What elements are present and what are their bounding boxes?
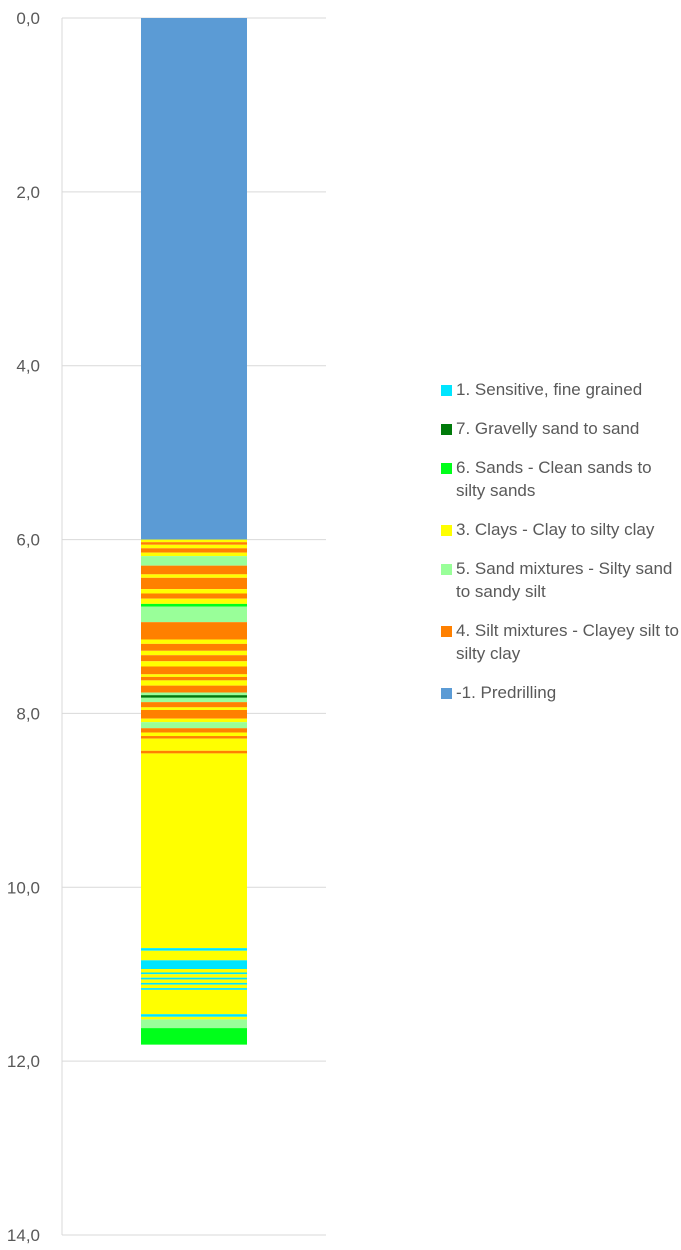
soil-layer-segment: [141, 709, 247, 719]
soil-layer-segment: [141, 565, 247, 575]
soil-layer-segment: [141, 643, 247, 651]
legend-item: 5. Sand mixtures - Silty sand to sandy s…: [441, 557, 681, 603]
legend-swatch: [441, 626, 452, 637]
y-axis-tick-labels: 0,0 2,0 4,0 6,0 8,0 10,0 12,0 14,0: [7, 9, 40, 1245]
soil-layer-segment: [141, 680, 247, 686]
soil-layer-segment: [141, 542, 247, 545]
legend-label: 4. Silt mixtures - Clayey silt to silty …: [456, 621, 679, 663]
soil-layer-segment: [141, 674, 247, 677]
soil-layer-segment: [141, 695, 247, 698]
soil-layer-segment: [141, 702, 247, 708]
soil-layer-column: [141, 18, 247, 1045]
soil-layer-segment: [141, 977, 247, 980]
legend-item: -1. Predrilling: [441, 681, 681, 704]
soil-layer-segment: [141, 622, 247, 640]
legend-swatch: [441, 385, 452, 396]
soil-layer-segment: [141, 972, 247, 975]
soil-layer-segment: [141, 593, 247, 599]
soil-layer-segment: [141, 676, 247, 681]
legend-item: 7. Gravelly sand to sand: [441, 417, 681, 440]
y-tick-label: 14,0: [7, 1226, 40, 1245]
soil-layer-segment: [141, 692, 247, 696]
soil-layer-segment: [141, 603, 247, 607]
y-tick-label: 2,0: [16, 183, 40, 202]
y-tick-label: 4,0: [16, 357, 40, 376]
soil-layer-segment: [141, 950, 247, 961]
soil-layer-segment: [141, 661, 247, 667]
soil-layer-segment: [141, 982, 247, 985]
soil-layer-segment: [141, 556, 247, 566]
soil-layer-segment: [141, 655, 247, 662]
legend-swatch: [441, 688, 452, 699]
soil-layer-segment: [141, 548, 247, 553]
legend-swatch: [441, 424, 452, 435]
soil-layer-segment: [141, 1019, 247, 1029]
y-tick-label: 6,0: [16, 531, 40, 550]
soil-layer-segment: [141, 577, 247, 590]
soil-layer-segment: [141, 989, 247, 1015]
soil-layer-segment: [141, 589, 247, 594]
soil-layer-segment: [141, 988, 247, 990]
soil-layer-segment: [141, 718, 247, 723]
soil-layer-segment: [141, 1016, 247, 1020]
soil-layer-segment: [141, 697, 247, 703]
legend-label: 6. Sands - Clean sands to silty sands: [456, 458, 652, 500]
legend-label: 5. Sand mixtures - Silty sand to sandy s…: [456, 559, 673, 601]
soil-layer-segment: [141, 738, 247, 751]
soil-layer-segment: [141, 639, 247, 644]
soil-layer-segment: [141, 544, 247, 549]
y-tick-label: 12,0: [7, 1052, 40, 1071]
soil-layer-segment: [141, 732, 247, 737]
soil-layer-segment: [141, 728, 247, 733]
soil-layer-segment: [141, 1014, 247, 1017]
soil-layer-segment: [141, 984, 247, 989]
legend-item: 4. Silt mixtures - Clayey silt to silty …: [441, 619, 681, 665]
legend-item: 1. Sensitive, fine grained: [441, 378, 681, 401]
soil-layer-segment: [141, 574, 247, 578]
legend-swatch: [441, 525, 452, 536]
y-tick-label: 0,0: [16, 9, 40, 28]
legend-label: 7. Gravelly sand to sand: [456, 419, 640, 438]
soil-layer-segment: [141, 979, 247, 983]
soil-layer-segment: [141, 666, 247, 675]
soil-layer-segment: [141, 736, 247, 739]
legend-label: 1. Sensitive, fine grained: [456, 380, 643, 399]
legend-swatch: [441, 564, 452, 575]
legend-item: 3. Clays - Clay to silty clay: [441, 518, 681, 541]
soil-layer-segment: [141, 685, 247, 693]
soil-layer-segment: [141, 606, 247, 623]
soil-layer-segment: [141, 1028, 247, 1045]
soil-layer-segment: [141, 968, 247, 973]
legend-label: -1. Predrilling: [456, 683, 557, 702]
soil-layer-segment: [141, 948, 247, 951]
soil-layer-segment: [141, 598, 247, 604]
legend-item: 6. Sands - Clean sands to silty sands: [441, 456, 681, 502]
soil-layer-segment: [141, 552, 247, 557]
legend-swatch: [441, 463, 452, 474]
soil-layer-segment: [141, 974, 247, 978]
soil-layer-segment: [141, 707, 247, 710]
legend: 1. Sensitive, fine grained 7. Gravelly sa…: [441, 378, 681, 720]
soil-layer-segment: [141, 650, 247, 656]
y-tick-label: 10,0: [7, 878, 40, 897]
soil-layer-segment: [141, 722, 247, 729]
soil-layer-segment: [141, 750, 247, 754]
soil-layer-segment: [141, 960, 247, 969]
legend-label: 3. Clays - Clay to silty clay: [456, 520, 655, 539]
y-tick-label: 8,0: [16, 704, 40, 723]
soil-layer-segment: [141, 18, 247, 540]
soil-layer-segment: [141, 753, 247, 949]
soil-layer-segment: [141, 539, 247, 543]
